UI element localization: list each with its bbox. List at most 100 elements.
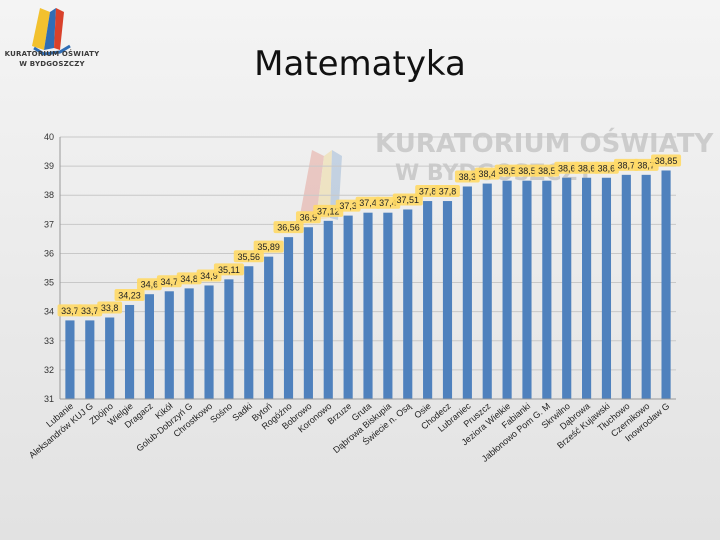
data-label-bg [435,185,460,198]
x-tick-label: Sadki [230,401,254,423]
bar [601,177,612,399]
bar [105,317,115,399]
data-label: 36,56 [277,223,300,233]
data-label: 33,8 [101,303,119,313]
data-label: 37,51 [396,195,419,205]
logo-line-2: W BYDGOSZCZY [19,60,85,68]
data-label: 35,89 [257,242,280,252]
data-label: 38,7 [618,160,636,170]
data-label: 38,4 [478,169,496,179]
bar [403,209,413,399]
bar [442,201,453,399]
bar [124,304,135,399]
bar [363,212,373,399]
data-label: 38,6 [558,163,576,173]
bar [283,237,294,399]
y-tick-label: 38 [44,190,54,200]
bar [423,201,433,399]
data-label: 38,5 [538,166,556,176]
data-label: 38,7 [637,160,655,170]
data-label: 34,7 [161,277,179,287]
data-label: 34,23 [118,290,141,300]
book-logo-icon [32,8,71,56]
data-label-bg [233,250,264,263]
y-tick-label: 35 [44,278,54,288]
data-label: 33,7 [61,306,79,316]
data-label-bg [176,272,202,285]
data-label-bg [474,167,500,180]
bar [164,291,174,399]
data-label: 35,11 [218,265,240,275]
data-label: 37,12 [317,206,340,216]
data-label-bg [651,154,682,167]
bar [542,180,552,399]
y-tick-label: 37 [44,219,54,229]
data-label-bg [77,304,103,317]
bar [482,183,492,399]
watermark-line-1: KURATORIUM OŚWIATY [375,127,715,159]
data-label-bg [273,221,304,234]
bar [204,285,214,399]
data-label: 38,5 [498,166,516,176]
data-label: 37,4 [359,198,377,208]
data-label-bg [213,263,244,276]
bar [144,294,154,399]
data-label-bg [137,278,162,291]
data-label: 36,9 [300,213,318,223]
data-label: 37,3 [339,201,357,211]
data-label: 37,8 [419,187,437,197]
data-label-bg [613,158,639,171]
bar-chart: KURATORIUM OŚWIATY W BYDGOSZCZY 31 32 33 34… [27,127,715,464]
logo-line-1: KURATORIUM OŚWIATY [4,50,100,58]
data-label: 33,7 [81,306,99,316]
data-label: 34,8 [180,274,198,284]
data-label-bg [335,199,361,212]
y-tick-label: 40 [44,132,54,142]
bar [641,174,651,399]
data-label: 38,85 [655,156,678,166]
data-label: 34,6 [141,280,159,290]
page-title: Matematyka [254,44,466,84]
bar [264,256,274,399]
data-label-bg [594,161,619,174]
bar [621,174,631,399]
y-tick-label: 32 [44,365,54,375]
y-tick-label: 39 [44,161,54,171]
data-label-bg [156,275,182,288]
y-tick-label: 33 [44,336,54,346]
data-label-bg [494,164,520,177]
bar [85,320,95,399]
data-label: 37,8 [439,187,457,197]
data-label-bg [355,196,381,209]
bar [383,212,393,399]
bar [343,215,353,399]
bar [522,180,532,399]
data-label-bg [392,193,423,206]
data-label-bg [253,240,284,253]
data-label-bg [454,170,480,183]
bar [65,320,75,399]
data-label-bg [574,161,599,174]
y-tick-label: 31 [44,394,54,404]
bar [244,266,254,399]
bar [582,177,592,399]
data-label: 38,3 [459,172,477,182]
bar [224,279,234,399]
bar [502,180,512,399]
data-label: 37,4 [379,198,397,208]
bar [303,227,313,399]
bar [462,186,472,399]
data-label-bg [554,161,580,174]
data-label-bg [514,164,540,177]
logo: KURATORIUM OŚWIATY W BYDGOSZCZY [4,2,100,82]
bar [184,288,194,399]
y-tick-label: 36 [44,248,54,258]
watermark: KURATORIUM OŚWIATY W BYDGOSZCZY [300,127,715,220]
data-label: 35,56 [238,252,261,262]
bar [661,170,671,399]
y-tick-label: 34 [44,307,54,317]
data-label-bg [415,185,441,198]
data-label: 38,6 [598,163,616,173]
data-label: 38,5 [518,166,536,176]
data-label: 38,6 [578,163,596,173]
